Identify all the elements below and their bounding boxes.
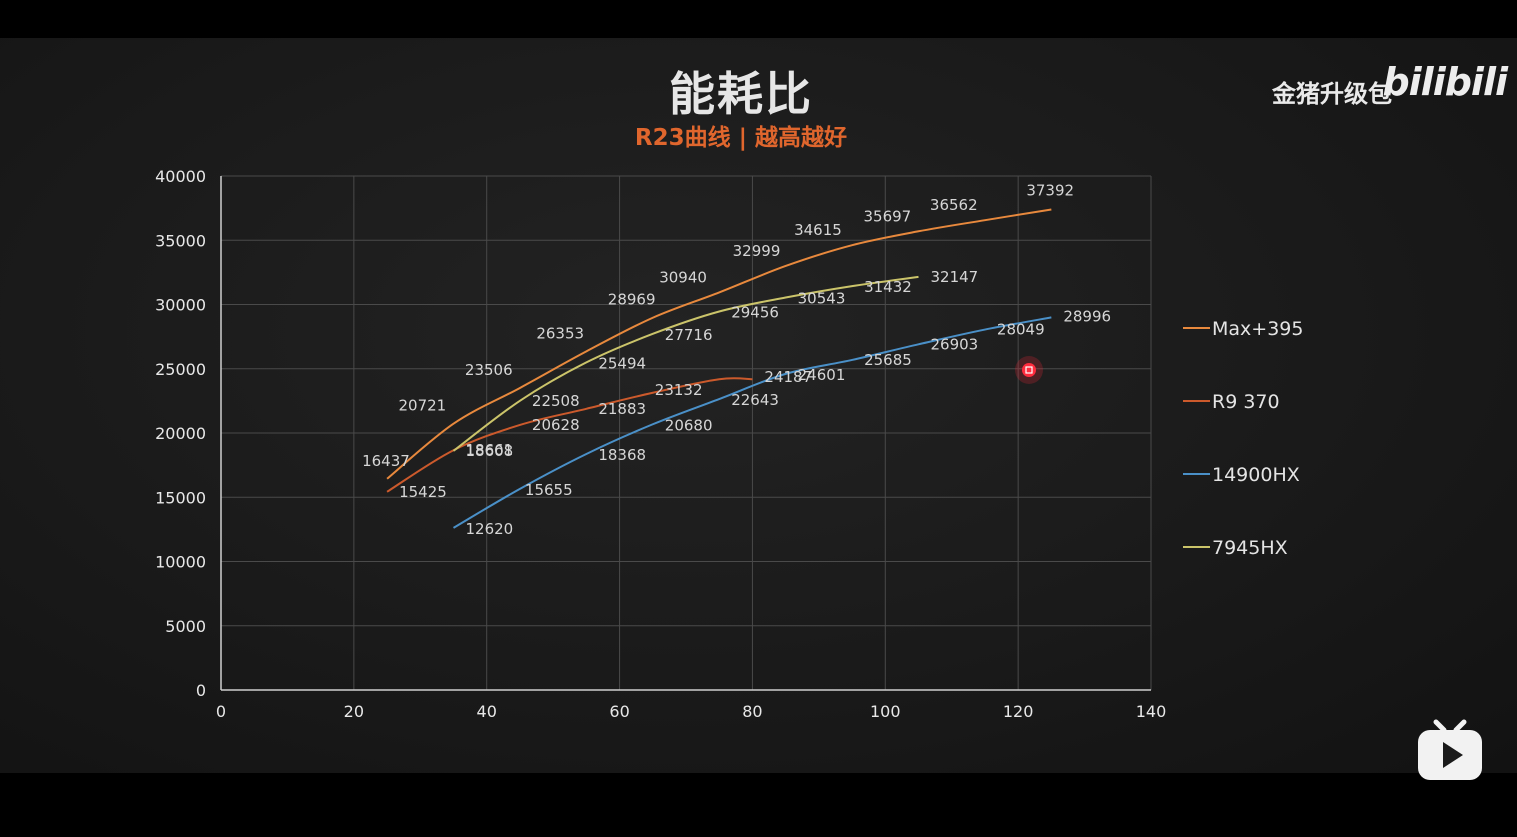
legend-label: Max+395: [1212, 318, 1303, 340]
data-label: 15655: [525, 481, 573, 499]
data-label: 25685: [864, 351, 912, 369]
y-tick-label: 30000: [155, 296, 206, 315]
y-tick-label: 15000: [155, 488, 206, 507]
x-tick-label: 60: [609, 702, 629, 721]
data-label: 35697: [864, 207, 912, 225]
y-tick-label: 25000: [155, 360, 206, 379]
data-label: 34615: [794, 221, 842, 239]
series-line-max-395: [386, 208, 1052, 480]
data-label: 27716: [665, 326, 713, 344]
data-label: 26353: [536, 324, 584, 342]
data-label: 21883: [598, 400, 646, 418]
data-label: 31432: [864, 278, 912, 296]
video-frame: [0, 38, 1517, 773]
data-label: 28969: [608, 291, 656, 309]
data-label: 18368: [598, 446, 646, 464]
y-tick-label: 20000: [155, 424, 206, 443]
chart-axes: 0 20 40 60 80 100 120 140 0 5000 10000 15000 20000 25…: [155, 167, 1166, 721]
y-tick-label: 5000: [165, 617, 206, 636]
cursor-highlight: [1015, 356, 1043, 384]
x-tick-label: 0: [216, 702, 226, 721]
data-label: 22508: [532, 392, 580, 410]
data-label: 18608: [466, 442, 514, 460]
data-label: 30543: [798, 290, 846, 308]
legend-label: 14900HX: [1212, 464, 1300, 486]
y-tick-label: 10000: [155, 553, 206, 572]
data-label: 29456: [731, 303, 779, 321]
chart-subtitle: R23曲线 | 越高越好: [634, 125, 848, 151]
series-line-7945hx: [452, 275, 919, 452]
data-label: 37392: [1026, 182, 1074, 200]
cursor-dot: [1022, 363, 1036, 377]
x-tick-label: 140: [1136, 702, 1167, 721]
data-label: 15425: [399, 483, 447, 501]
data-label: 20628: [532, 416, 580, 434]
bilibili-logo: bilibili: [1382, 60, 1508, 104]
legend-label: R9 370: [1212, 391, 1280, 413]
data-label: 28996: [1063, 307, 1111, 325]
data-label: 23506: [465, 361, 513, 379]
legend-label: 7945HX: [1212, 537, 1288, 559]
y-tick-label: 35000: [155, 231, 206, 250]
data-label: 32147: [931, 268, 979, 286]
y-tick-label: 40000: [155, 167, 206, 186]
x-tick-label: 40: [477, 702, 497, 721]
data-label: 28049: [997, 321, 1045, 339]
bilibili-tv-icon[interactable]: [1416, 718, 1484, 782]
data-label: 32999: [733, 242, 781, 260]
y-tick-label: 0: [196, 681, 206, 700]
chart-grid: [221, 175, 1152, 690]
x-tick-label: 80: [742, 702, 762, 721]
data-label: 25494: [598, 354, 646, 372]
data-label: 18661: [466, 441, 514, 459]
data-label: 16437: [362, 452, 410, 470]
data-label: 24601: [798, 366, 846, 384]
x-tick-label: 20: [344, 702, 364, 721]
data-label: 20680: [665, 416, 713, 434]
data-label: 24187: [764, 368, 812, 386]
cursor-square: [1025, 366, 1033, 374]
data-label: 30940: [659, 268, 707, 286]
data-label: 26903: [931, 335, 979, 353]
channel-watermark: 金猪升级包: [1272, 80, 1392, 108]
data-label: 36562: [930, 196, 978, 214]
x-tick-label: 100: [870, 702, 901, 721]
data-label: 23132: [655, 381, 703, 399]
chart-series: [386, 208, 1052, 529]
chart-legend: Max+395 R9 370 14900HX 7945HX: [1183, 318, 1303, 559]
data-label: 12620: [466, 520, 514, 538]
chart-title: 能耗比: [669, 67, 813, 121]
data-label: 20721: [399, 397, 447, 415]
series-line-14900hx: [452, 316, 1052, 529]
x-tick-label: 120: [1003, 702, 1034, 721]
data-label: 22643: [731, 391, 779, 409]
